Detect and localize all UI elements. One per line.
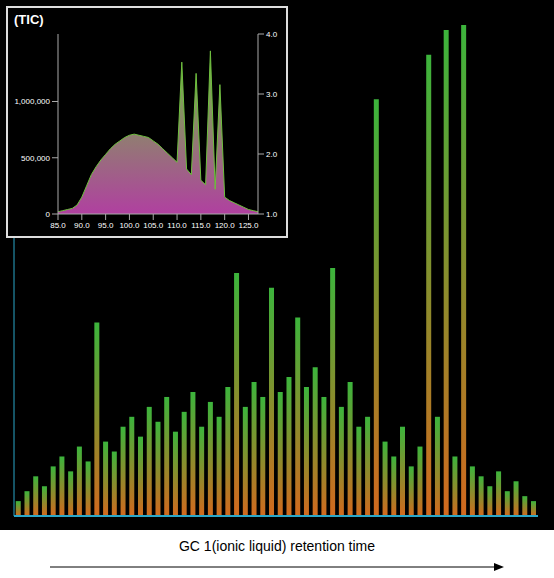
svg-text:3.0: 3.0 <box>266 90 278 99</box>
svg-text:500,000: 500,000 <box>21 154 50 163</box>
svg-text:100.0: 100.0 <box>119 221 140 230</box>
svg-text:105.0: 105.0 <box>143 221 164 230</box>
svg-text:110.0: 110.0 <box>167 221 187 230</box>
html-text:GC 1(ionic liquid) retention t: GC 1(ionic liquid) retention time <box>179 538 375 554</box>
svg-text:2.0: 2.0 <box>266 150 278 159</box>
svg-text:120.0: 120.0 <box>215 221 236 230</box>
svg-text:125.0: 125.0 <box>238 221 259 230</box>
svg-text:85.0: 85.0 <box>50 221 66 230</box>
svg-text:1.0: 1.0 <box>266 210 278 219</box>
svg-text:4.0: 4.0 <box>266 30 278 39</box>
html-text:(TIC): (TIC) <box>14 12 44 27</box>
svg-text:115.0: 115.0 <box>191 221 211 230</box>
svg-text:1,000,000: 1,000,000 <box>14 97 50 106</box>
svg-text:90.0: 90.0 <box>74 221 90 230</box>
svg-text:95.0: 95.0 <box>98 221 114 230</box>
svg-text:0: 0 <box>46 210 51 219</box>
